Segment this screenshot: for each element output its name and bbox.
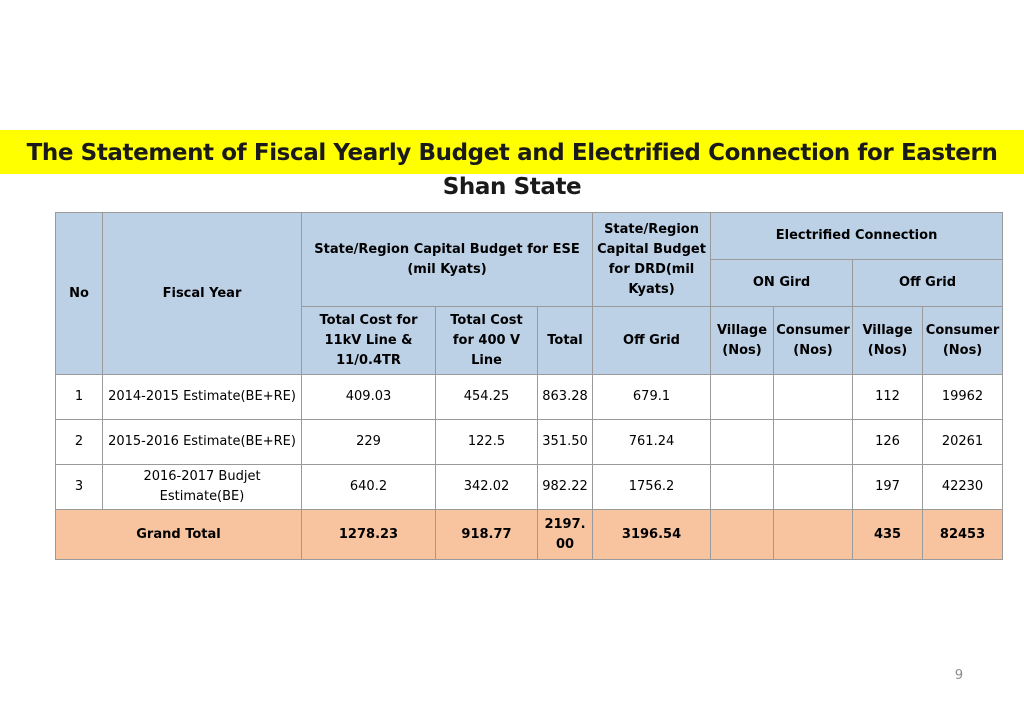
row-drd-off-grid: 761.24	[592, 419, 712, 465]
header-fiscal-year: Fiscal Year	[102, 212, 302, 375]
grand-total-drd-off-grid: 3196.54	[592, 509, 712, 560]
row-on-consumer	[773, 419, 854, 465]
row-total: 863.28	[536, 374, 594, 420]
grand-total-cost-400v: 918.77	[435, 509, 538, 560]
header-off-village: Village (Nos)	[852, 306, 924, 375]
row-cost-11kv: 640.2	[301, 464, 436, 510]
row-total: 982.22	[536, 464, 594, 510]
grand-total-total: 2197.00	[536, 509, 594, 560]
row-off-consumer: 20261	[922, 419, 1004, 465]
grand-total-on-consumer	[773, 509, 854, 560]
row-on-village	[710, 419, 775, 465]
row-drd-off-grid: 1756.2	[592, 464, 712, 510]
row-total: 351.50	[536, 419, 594, 465]
row-cost-400v: 342.02	[435, 464, 538, 510]
header-drd-off-grid: Off Grid	[592, 306, 712, 375]
budget-table: No Fiscal Year State/Region Capital Budg…	[55, 212, 1004, 560]
header-electrified-connection: Electrified Connection	[710, 212, 1004, 260]
table-row: 2 2015-2016 Estimate(BE+RE) 229 122.5 35…	[55, 419, 1004, 465]
grand-total-off-consumer: 82453	[922, 509, 1004, 560]
page-title: The Statement of Fiscal Yearly Budget an…	[26, 140, 998, 200]
table-row: 1 2014-2015 Estimate(BE+RE) 409.03 454.2…	[55, 374, 1004, 420]
header-ese-budget: State/Region Capital Budget for ESE (mil…	[300, 212, 594, 307]
header-row: Total Cost for 11kV Line & 11/0.4TR Tota…	[56, 306, 1004, 375]
row-fiscal-year: 2016-2017 Budjet Estimate(BE)	[102, 464, 302, 510]
page-number: 9	[954, 668, 964, 683]
grand-total-label: Grand Total	[55, 509, 302, 560]
grand-total-row: Grand Total 1278.23 918.77 2197.00 3196.…	[55, 509, 1004, 560]
row-on-consumer	[773, 374, 854, 420]
header-off-consumer: Consumer (Nos)	[922, 306, 1004, 375]
header-total: Total	[536, 306, 594, 375]
row-off-consumer: 19962	[922, 374, 1004, 420]
title-highlight	[0, 130, 1024, 174]
row-cost-400v: 122.5	[435, 419, 538, 465]
header-row: ON Gird Off Grid	[56, 259, 1004, 307]
row-on-village	[710, 374, 775, 420]
row-off-village: 126	[852, 419, 924, 465]
grand-total-cost-11kv: 1278.23	[301, 509, 436, 560]
row-fiscal-year: 2014-2015 Estimate(BE+RE)	[102, 374, 302, 420]
row-off-village: 197	[852, 464, 924, 510]
header-on-grid: ON Gird	[710, 259, 854, 307]
header-row: No Fiscal Year State/Region Capital Budg…	[55, 212, 1004, 375]
row-no: 3	[55, 464, 103, 510]
row-no: 2	[55, 419, 103, 465]
header-drd-budget: State/Region Capital Budget for DRD(mil …	[592, 212, 712, 307]
header-off-grid: Off Grid	[852, 259, 1004, 307]
row-off-village: 112	[852, 374, 924, 420]
grand-total-on-village	[710, 509, 775, 560]
header-cost-400v: Total Cost for 400 V Line	[435, 306, 538, 375]
header-on-village: Village (Nos)	[710, 306, 775, 375]
header-on-consumer: Consumer (Nos)	[773, 306, 854, 375]
header-cost-11kv: Total Cost for 11kV Line & 11/0.4TR	[301, 306, 436, 375]
table-row: 3 2016-2017 Budjet Estimate(BE) 640.2 34…	[55, 464, 1004, 510]
row-no: 1	[55, 374, 103, 420]
row-cost-11kv: 229	[301, 419, 436, 465]
row-cost-400v: 454.25	[435, 374, 538, 420]
row-fiscal-year: 2015-2016 Estimate(BE+RE)	[102, 419, 302, 465]
header-no: No	[55, 212, 103, 375]
row-cost-11kv: 409.03	[301, 374, 436, 420]
row-on-village	[710, 464, 775, 510]
row-on-consumer	[773, 464, 854, 510]
grand-total-off-village: 435	[852, 509, 924, 560]
row-off-consumer: 42230	[922, 464, 1004, 510]
row-drd-off-grid: 679.1	[592, 374, 712, 420]
